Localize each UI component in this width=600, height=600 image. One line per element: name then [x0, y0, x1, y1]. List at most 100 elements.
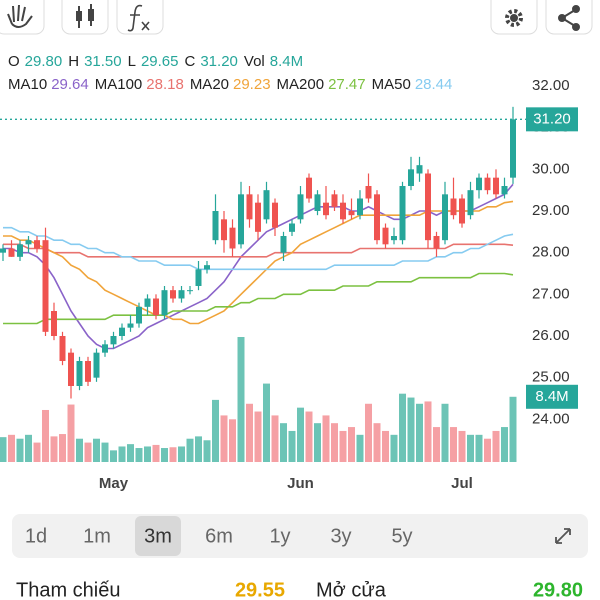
expand-icon[interactable] [555, 528, 571, 544]
candle-body [357, 198, 363, 216]
volume-bar [263, 383, 270, 462]
volume-bar [195, 436, 202, 462]
range-button[interactable]: 3y [330, 525, 351, 547]
ma-legend: MA10 29.64 MA100 28.18 MA20 29.23 MA200 27.47 MA… [8, 76, 452, 93]
candle-body [493, 177, 499, 195]
candle-body [263, 190, 270, 220]
quote-value: 29.65 [141, 53, 179, 70]
candle-body [229, 227, 236, 249]
volume-bar [161, 448, 168, 462]
candle-body [272, 202, 278, 228]
quote-label: L [128, 53, 136, 70]
formula-icon [127, 4, 150, 32]
ma-label: MA100 [95, 76, 143, 93]
volume-bar [212, 399, 219, 462]
volume-bar [484, 438, 491, 462]
y-tick-label: 26.00 [532, 327, 570, 344]
volume-bar [152, 444, 160, 462]
share-dot [558, 14, 566, 22]
hand-button[interactable] [0, 0, 45, 35]
settings-button[interactable] [490, 0, 538, 35]
candle-body [127, 323, 134, 328]
volume-bar [144, 446, 151, 462]
quote-value: 31.50 [84, 53, 122, 70]
candle-body [8, 248, 15, 257]
volume-bar [424, 401, 432, 462]
candle-body [42, 240, 49, 332]
hand-icon [7, 4, 33, 28]
stat-value: 29.80 [533, 579, 583, 600]
volume-bar [280, 423, 287, 462]
volume-bar [220, 415, 228, 462]
volume-bar [246, 403, 253, 462]
y-tick-label: 27.00 [532, 285, 570, 302]
candle-button[interactable] [61, 0, 109, 35]
candle-body [144, 298, 151, 307]
quote-value: 31.20 [200, 53, 238, 70]
x-tick-label: Jun [287, 475, 314, 492]
candle-body [501, 186, 508, 195]
volume-bar [458, 430, 466, 462]
volume-tag: 8.4M [535, 388, 568, 405]
share-button[interactable] [545, 0, 593, 35]
y-tick-label: 24.00 [532, 410, 570, 427]
volume-bar [25, 434, 32, 462]
range-buttons: 1d 1m 3m 6m 1y 3y 5y [25, 516, 413, 556]
candle-body [306, 177, 312, 199]
volume-bar [42, 409, 49, 462]
ma-label: MA50 [372, 76, 411, 93]
range-button[interactable]: 3m [144, 525, 172, 547]
quote-label: H [68, 53, 79, 70]
candle-body [212, 211, 219, 241]
volume-bar [492, 430, 500, 462]
volume-bar [331, 423, 338, 462]
candle-body [340, 202, 346, 220]
volume-bar [186, 438, 194, 462]
volume-bar [399, 393, 406, 462]
candle-body [408, 169, 414, 186]
range-button[interactable]: 6m [205, 525, 233, 547]
ma-label: MA20 [190, 76, 229, 93]
volume-bar [93, 438, 100, 462]
volume-bar [475, 434, 483, 462]
candle-body [374, 194, 380, 241]
volume-bar [441, 403, 449, 462]
volume-bar [288, 430, 296, 462]
candle-body [323, 202, 329, 216]
candle-body [136, 306, 142, 324]
candle-body [314, 194, 321, 211]
price-tag: 31.20 [533, 110, 571, 127]
volume-bar [8, 434, 15, 462]
candle-body [119, 327, 125, 336]
price-tag-bg [526, 107, 578, 132]
range-button[interactable]: 1d [25, 525, 47, 547]
candle-body [195, 269, 202, 286]
volume-bar [322, 415, 330, 462]
quote-value: 8.4M [270, 53, 303, 70]
quote-label: Vol [244, 53, 265, 70]
volume-bar [509, 396, 517, 462]
candle-body [102, 344, 108, 353]
quote-value: 29.80 [25, 53, 63, 70]
candle-body [459, 198, 465, 224]
volume-bar [229, 419, 236, 462]
volume-bar [76, 438, 83, 462]
stats-row: Tham chiếu 29.55 Mở cửa 29.80 [16, 579, 583, 600]
range-button[interactable]: 5y [391, 525, 412, 547]
candle-body [391, 236, 397, 241]
volume-bar [237, 337, 245, 462]
y-tick-label: 30.00 [532, 160, 570, 177]
candle-icon-body [76, 11, 82, 21]
range-button[interactable]: 1y [269, 525, 290, 547]
volume-tag-bg [526, 384, 578, 409]
stat-label: Tham chiếu [16, 579, 121, 600]
y-tick-label: 25.00 [532, 369, 570, 386]
formula-button[interactable] [116, 0, 164, 35]
range-button[interactable]: 1m [83, 525, 111, 547]
candle-body [17, 244, 23, 257]
ma-label: MA10 [8, 76, 47, 93]
candle-body [0, 248, 6, 253]
candle-body [442, 194, 448, 241]
candle-body [433, 236, 440, 249]
